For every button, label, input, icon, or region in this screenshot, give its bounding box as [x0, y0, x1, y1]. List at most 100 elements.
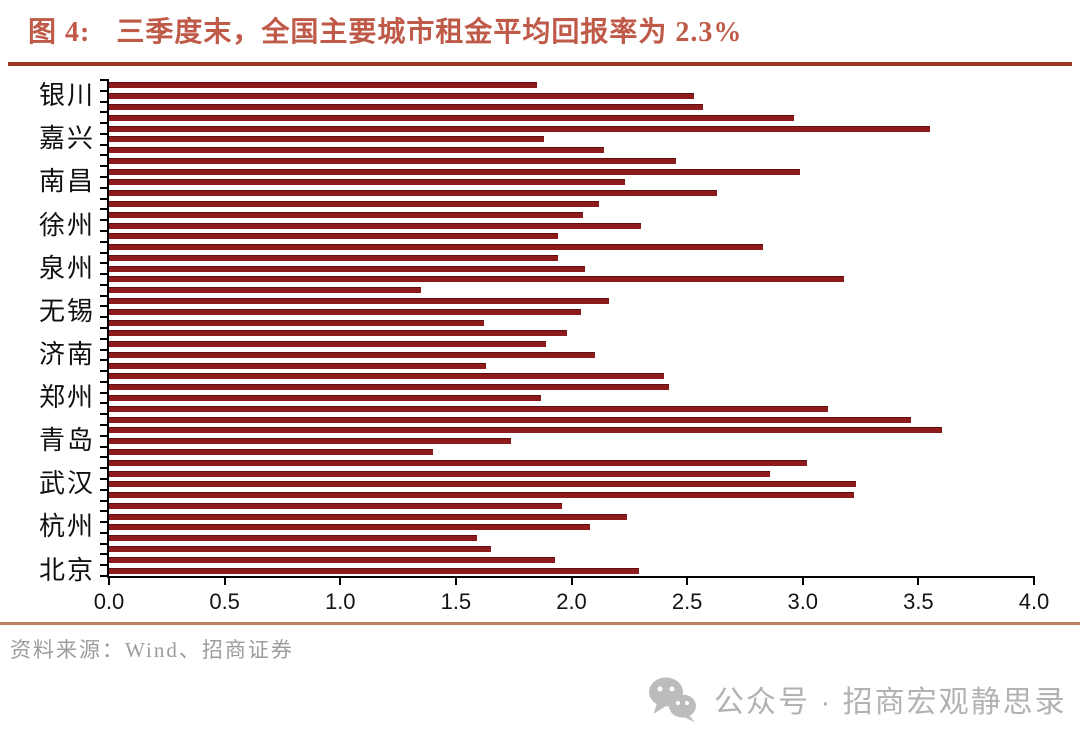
- y-axis-tick: [100, 240, 109, 243]
- bar-row: [109, 209, 1034, 220]
- bar: [109, 114, 794, 121]
- bar: [109, 448, 433, 455]
- y-axis-tick: [100, 197, 109, 200]
- bar-row: [109, 382, 1034, 393]
- x-axis-tick-label: 0.5: [209, 589, 240, 614]
- bar: [109, 567, 639, 574]
- bar-row: 银川: [39, 83, 1034, 109]
- y-axis-tick: [100, 132, 109, 135]
- bar: [109, 211, 584, 218]
- y-axis-tick: [100, 337, 109, 340]
- y-axis-tick: [100, 111, 109, 114]
- city-label: 武汉: [38, 469, 95, 499]
- y-axis-tick: [100, 434, 109, 437]
- bar: [109, 492, 854, 499]
- bar-row: [109, 123, 1034, 134]
- bar-row: [109, 296, 1034, 307]
- y-axis-tick: [100, 499, 109, 502]
- bar: [109, 254, 558, 261]
- y-axis-tick: [100, 294, 109, 297]
- bar: [109, 319, 484, 326]
- bar-row: [109, 533, 1034, 544]
- y-axis-tick: [100, 251, 109, 254]
- bar: [109, 330, 567, 337]
- x-axis-tick-label: 2.0: [556, 589, 587, 614]
- bar-row: [109, 500, 1034, 511]
- x-axis-tick: [108, 576, 110, 585]
- bar-row: [109, 253, 1034, 264]
- x-axis-tick-label: 3.0: [787, 589, 819, 614]
- bar: [109, 287, 422, 294]
- x-axis-tick: [686, 576, 689, 585]
- bar: [109, 308, 581, 315]
- y-axis-tick: [100, 359, 109, 362]
- y-axis-tick: [100, 488, 109, 491]
- bar-row: 嘉兴: [39, 126, 1034, 152]
- y-axis-tick: [100, 477, 109, 480]
- figure-number: 图 4:: [28, 17, 91, 48]
- bar-row: [109, 242, 1034, 253]
- bar-row: [109, 231, 1034, 242]
- y-axis-tick: [100, 510, 109, 513]
- y-axis-tick: [100, 370, 109, 373]
- city-label: 徐州: [38, 210, 95, 240]
- bar: [109, 103, 704, 110]
- bar-row: [109, 339, 1034, 350]
- bar: [109, 362, 486, 369]
- y-axis-tick: [100, 229, 109, 232]
- x-axis-tick: [454, 576, 457, 585]
- bar-row: 徐州: [39, 212, 1034, 238]
- bar: [109, 244, 764, 251]
- bar: [109, 341, 547, 348]
- city-label: 泉州: [38, 253, 95, 283]
- y-axis-tick: [100, 143, 109, 146]
- bar-row: [109, 166, 1034, 177]
- y-axis-tick: [100, 273, 109, 276]
- bar: [109, 513, 627, 520]
- city-label: 银川: [38, 81, 95, 111]
- title-text: 三季度末，全国主要城市租金平均回报率为 2.3%: [116, 17, 743, 48]
- bar-row: [109, 414, 1034, 425]
- bar: [109, 190, 718, 197]
- bar-row: 武汉: [39, 471, 1034, 497]
- bar-row: [109, 511, 1034, 522]
- data-source-note: 资料来源：Wind、招商证券: [10, 638, 294, 662]
- x-axis-tick-label: 0.0: [93, 589, 125, 614]
- header-divider: [8, 62, 1072, 66]
- bar: [109, 93, 695, 100]
- city-label: 济南: [38, 339, 95, 369]
- x-axis-tick: [339, 576, 342, 585]
- y-axis-tick: [100, 456, 109, 459]
- bar-row: [109, 188, 1034, 199]
- bar: [109, 157, 676, 164]
- y-axis-tick: [100, 445, 109, 448]
- y-axis-tick: [100, 89, 109, 92]
- y-axis-tick: [100, 283, 109, 286]
- x-axis-tick-label: 4.0: [1018, 589, 1050, 614]
- bar-row: [109, 317, 1034, 328]
- city-label: 南昌: [38, 167, 95, 197]
- bar: [109, 233, 558, 240]
- bar: [109, 524, 590, 531]
- y-axis-tick: [100, 575, 109, 577]
- bar: [109, 545, 491, 552]
- bar: [109, 502, 563, 509]
- bar-row: 北京: [39, 557, 1034, 583]
- bar: [109, 168, 801, 175]
- bar: [109, 136, 544, 143]
- bar-row: [109, 112, 1034, 123]
- y-axis-tick: [100, 521, 109, 524]
- bar-row: [109, 145, 1034, 156]
- bar-row: 南昌: [39, 169, 1034, 195]
- y-axis-tick: [100, 413, 109, 416]
- bar-row: [109, 457, 1034, 468]
- y-axis-tick: [100, 154, 109, 157]
- city-label: 北京: [38, 555, 95, 585]
- city-label: 郑州: [38, 383, 95, 413]
- x-axis-tick: [223, 576, 226, 585]
- y-axis-tick: [100, 208, 109, 211]
- y-axis-tick: [100, 316, 109, 319]
- wechat-icon: [648, 676, 698, 722]
- bar-row: [109, 199, 1034, 210]
